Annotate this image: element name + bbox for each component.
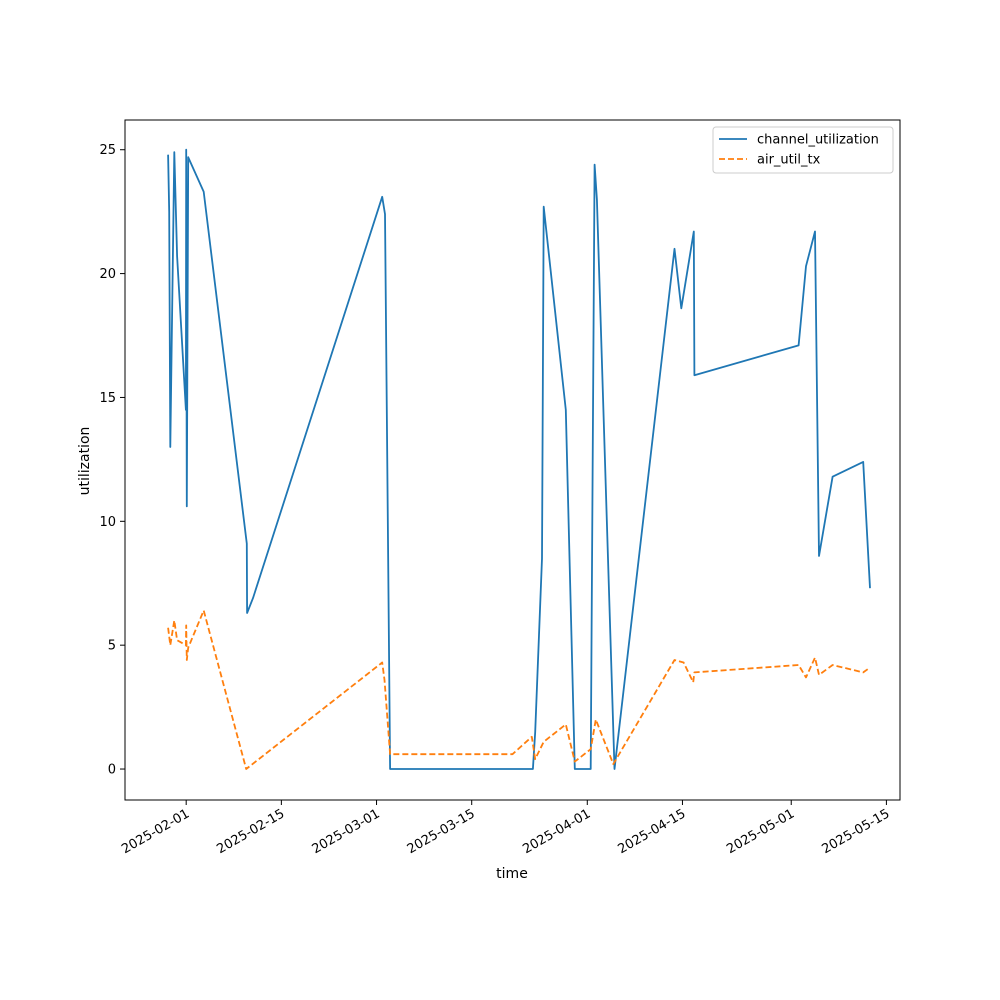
x-tick-label: 2025-03-01 [310, 806, 383, 857]
plot-area [125, 120, 900, 800]
x-axis: 2025-02-01 2025-02-15 2025-03-01 2025-03-15… [119, 800, 892, 857]
x-tick-label: 2025-05-01 [724, 806, 797, 857]
y-tick-label: 15 [99, 391, 116, 406]
x-axis-label: time [496, 866, 528, 882]
series-line-air-util-tx [167, 609, 871, 770]
legend: channel_utilization air_util_tx [712, 126, 894, 174]
y-axis-label: utilization [77, 427, 93, 496]
legend-label: air_util_tx [757, 153, 821, 168]
y-tick-label: 0 [108, 763, 116, 778]
legend-label: channel_utilization [757, 133, 879, 148]
y-tick-label: 20 [99, 267, 116, 282]
series-layer [167, 148, 871, 770]
x-tick-label: 2025-03-15 [405, 806, 478, 857]
y-tick-label: 10 [99, 515, 116, 530]
x-tick-label: 2025-05-15 [819, 806, 892, 857]
x-tick-label: 2025-04-15 [616, 806, 689, 857]
y-axis: 0 5 10 15 20 25 [99, 143, 125, 778]
plot-frame [124, 119, 901, 801]
x-tick-label: 2025-02-15 [214, 806, 287, 857]
legend-box [712, 126, 894, 174]
y-tick-label: 25 [99, 143, 116, 158]
x-tick-label: 2025-02-01 [119, 806, 192, 857]
y-tick-label: 5 [108, 639, 116, 654]
series-line-channel-utilization [167, 148, 871, 770]
x-tick-label: 2025-04-01 [520, 806, 593, 857]
